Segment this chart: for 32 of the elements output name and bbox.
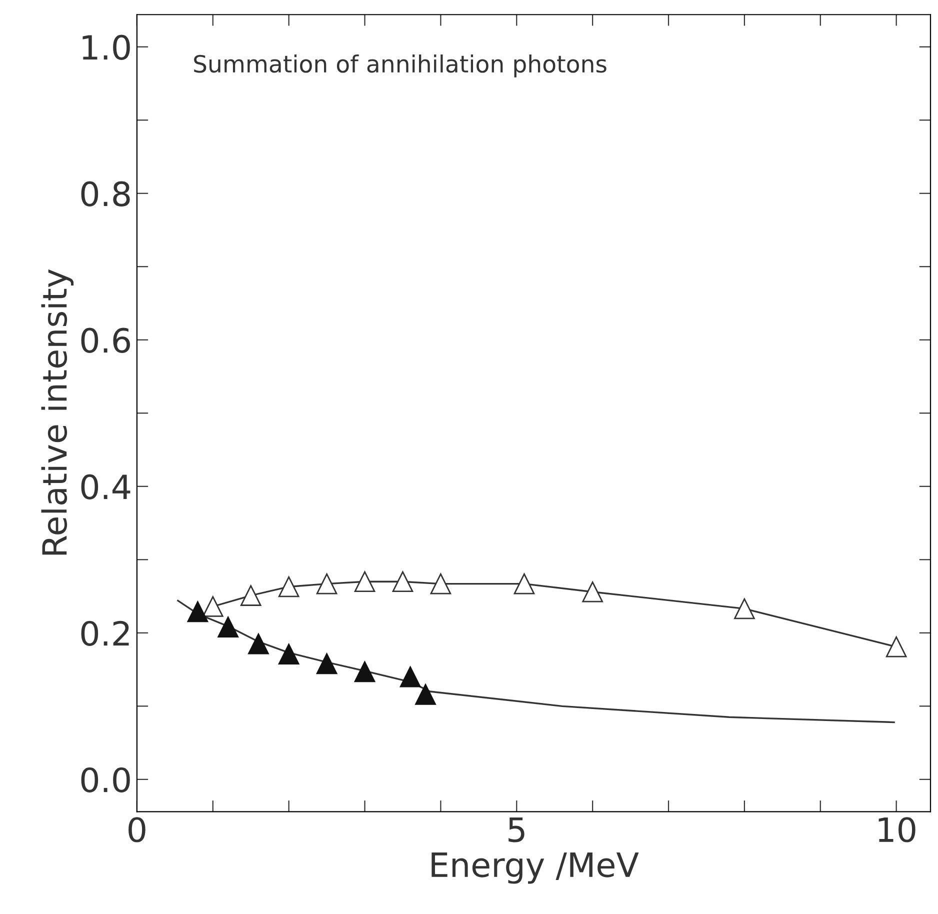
annotation: Summation of annihilation photons — [194, 54, 606, 78]
point — [392, 571, 414, 592]
x-tick-label: 5 — [508, 818, 524, 842]
line-series — [177, 600, 895, 724]
y-tick-label: 0.0 — [81, 767, 130, 793]
point — [187, 601, 208, 622]
point — [354, 571, 376, 592]
y-tick-label: 1.0 — [82, 34, 130, 60]
x-tick-label: 10 — [878, 817, 916, 842]
point — [415, 684, 436, 705]
y-tick-label: 0.2 — [81, 620, 129, 646]
point — [430, 573, 452, 594]
x-axis-title: Energy /MeV — [432, 852, 639, 884]
point — [734, 598, 755, 620]
point — [316, 653, 338, 674]
point — [514, 573, 535, 594]
point — [202, 596, 224, 617]
point — [354, 661, 376, 682]
point — [218, 616, 238, 638]
y-axis-title: Relative intensity — [41, 269, 74, 555]
y-tick-label: 0.4 — [81, 474, 130, 500]
y-tick-label: 0.6 — [81, 328, 130, 354]
point — [278, 644, 300, 665]
point — [240, 585, 262, 606]
point — [886, 636, 907, 658]
y-tick-label: 0.8 — [81, 181, 130, 207]
point — [400, 666, 421, 688]
point — [316, 573, 338, 594]
point — [278, 576, 300, 598]
x-tick-label: 0 — [128, 817, 146, 842]
point — [582, 581, 603, 602]
point — [248, 633, 269, 654]
